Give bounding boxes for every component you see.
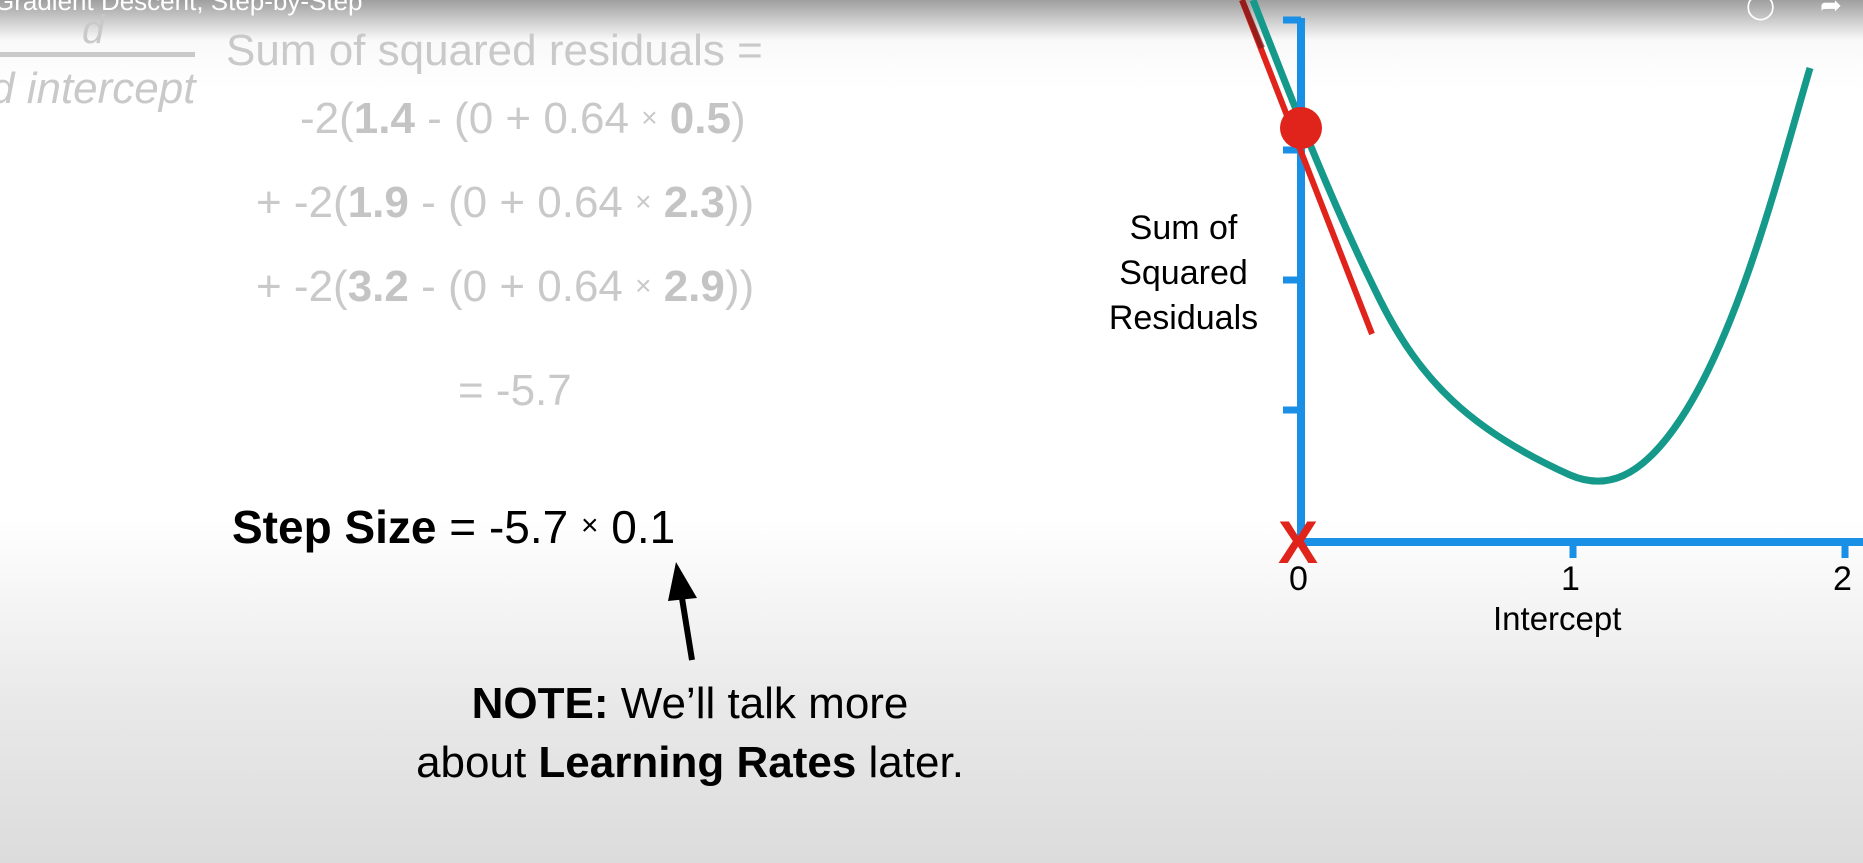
term-prefix: + -2( <box>256 262 348 311</box>
term-weight: 2.3 <box>663 178 725 227</box>
term-weight: 2.9 <box>663 262 725 311</box>
ssr-curve <box>1249 0 1814 485</box>
note-label: NOTE: <box>471 679 609 728</box>
derivative-numerator: d <box>82 8 105 52</box>
share-icon[interactable]: ➦ <box>1820 0 1842 20</box>
x-tick-label-0: 0 <box>1289 560 1308 598</box>
tangent-line <box>1239 0 1375 336</box>
note-line-2b: later. <box>856 738 964 787</box>
equation-term-1: -2(1.4 - (0 + 0.64 × 0.5) <box>300 94 746 144</box>
note-text: NOTE: We’ll talk more about Learning Rat… <box>380 674 1000 792</box>
term-suffix: )) <box>724 262 755 311</box>
term-weight: 0.5 <box>669 94 731 143</box>
y-label-line-3: Residuals <box>1108 299 1259 337</box>
derivative-denominator: d intercept <box>0 64 196 113</box>
term-observed: 1.9 <box>347 178 409 227</box>
times-sign: × <box>641 102 658 133</box>
term-mid: - (0 + 0.64 <box>408 178 636 227</box>
times-sign: × <box>635 186 652 217</box>
intercept-x-marker: X <box>1278 509 1318 576</box>
y-label-line-2: Squared <box>1119 254 1248 292</box>
equation-result: = -5.7 <box>458 366 572 415</box>
term-suffix: )) <box>724 178 755 227</box>
term-mid: - (0 + 0.64 <box>408 262 636 311</box>
term-mid: - (0 + 0.64 <box>414 94 642 143</box>
clock-icon[interactable]: ◯ <box>1746 0 1776 20</box>
term-prefix: -2( <box>300 94 354 143</box>
player-top-shade <box>0 0 1863 40</box>
note-learning-rates: Learning Rates <box>538 738 857 787</box>
equation-lhs: Sum of squared residuals = <box>226 26 763 75</box>
times-sign: × <box>580 509 599 542</box>
step-size-label: Step Size <box>232 501 437 553</box>
term-observed: 1.4 <box>353 94 415 143</box>
current-intercept-point <box>1280 107 1322 149</box>
y-axis-label: Sum of Squared Residuals <box>1096 206 1271 341</box>
step-size-expression: = -5.7 <box>436 501 581 553</box>
step-size-equation: Step Size = -5.7 × 0.1 <box>232 500 675 554</box>
term-prefix: + -2( <box>256 178 348 227</box>
x-tick-label-1: 1 <box>1561 560 1580 598</box>
tangent-line-shadow <box>1239 0 1265 50</box>
video-title[interactable]: Gradient Descent, Step-by-Step <box>0 0 363 16</box>
term-suffix: ) <box>730 94 746 143</box>
note-line-1: We’ll talk more <box>608 679 909 728</box>
equation-term-2: + -2(1.9 - (0 + 0.64 × 2.3)) <box>256 178 754 228</box>
term-observed: 3.2 <box>347 262 409 311</box>
fraction-bar <box>0 52 195 57</box>
x-axis-label: Intercept <box>1493 600 1622 637</box>
arrow-shaft <box>678 591 695 661</box>
x-tick-label-2: 2 <box>1833 560 1852 598</box>
arrow-head <box>668 562 697 601</box>
times-sign: × <box>635 270 652 301</box>
note-line-2a: about <box>416 738 539 787</box>
learning-rate-value: 0.1 <box>598 501 676 553</box>
equation-term-3: + -2(3.2 - (0 + 0.64 × 2.9)) <box>256 262 754 312</box>
y-label-line-1: Sum of <box>1129 209 1238 247</box>
